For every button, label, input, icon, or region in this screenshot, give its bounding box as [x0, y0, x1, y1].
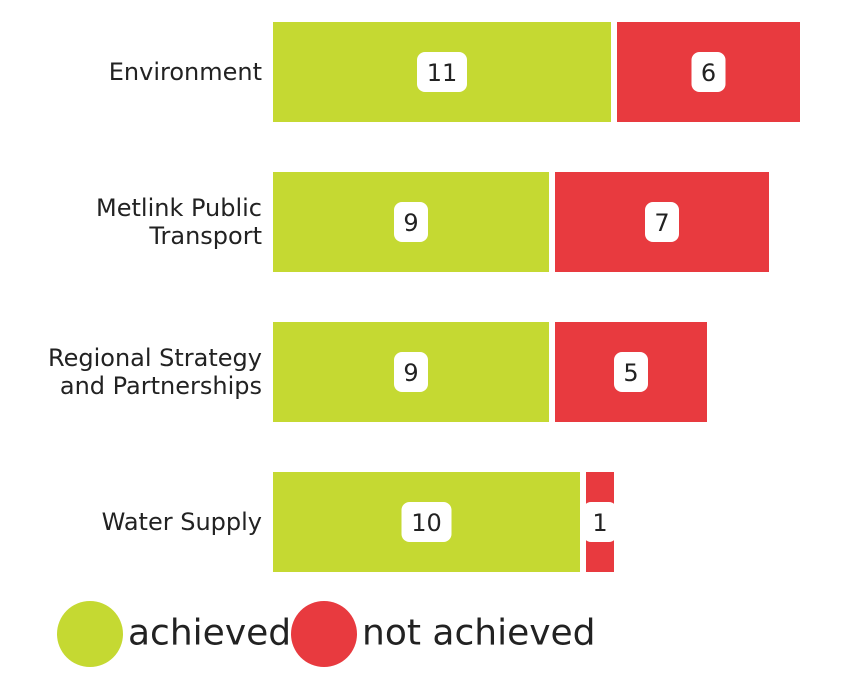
value-label: 7 [654, 209, 669, 237]
value-label: 9 [403, 209, 418, 237]
legend-label: achieved [128, 613, 291, 654]
category-label: Metlink Public Transport [96, 194, 262, 250]
category-label: Water Supply [101, 508, 262, 536]
value-label-box [614, 352, 648, 392]
legend-swatch [291, 601, 357, 667]
legend-label: not achieved [362, 613, 596, 654]
category-label: Environment [108, 58, 262, 86]
value-label: 6 [701, 59, 716, 87]
value-label: 11 [427, 59, 458, 87]
value-label-box [645, 202, 679, 242]
value-label-box [394, 352, 428, 392]
legend-swatch [57, 601, 123, 667]
value-label-box [583, 502, 617, 542]
value-label-box [394, 202, 428, 242]
value-label-box [401, 502, 452, 542]
value-label-box [691, 52, 726, 92]
value-label-box [417, 52, 467, 92]
value-label: 1 [592, 509, 607, 537]
value-label: 9 [403, 359, 418, 387]
value-label: 10 [411, 509, 442, 537]
value-label: 5 [623, 359, 638, 387]
category-label: Regional Strategy and Partnerships [48, 344, 262, 400]
